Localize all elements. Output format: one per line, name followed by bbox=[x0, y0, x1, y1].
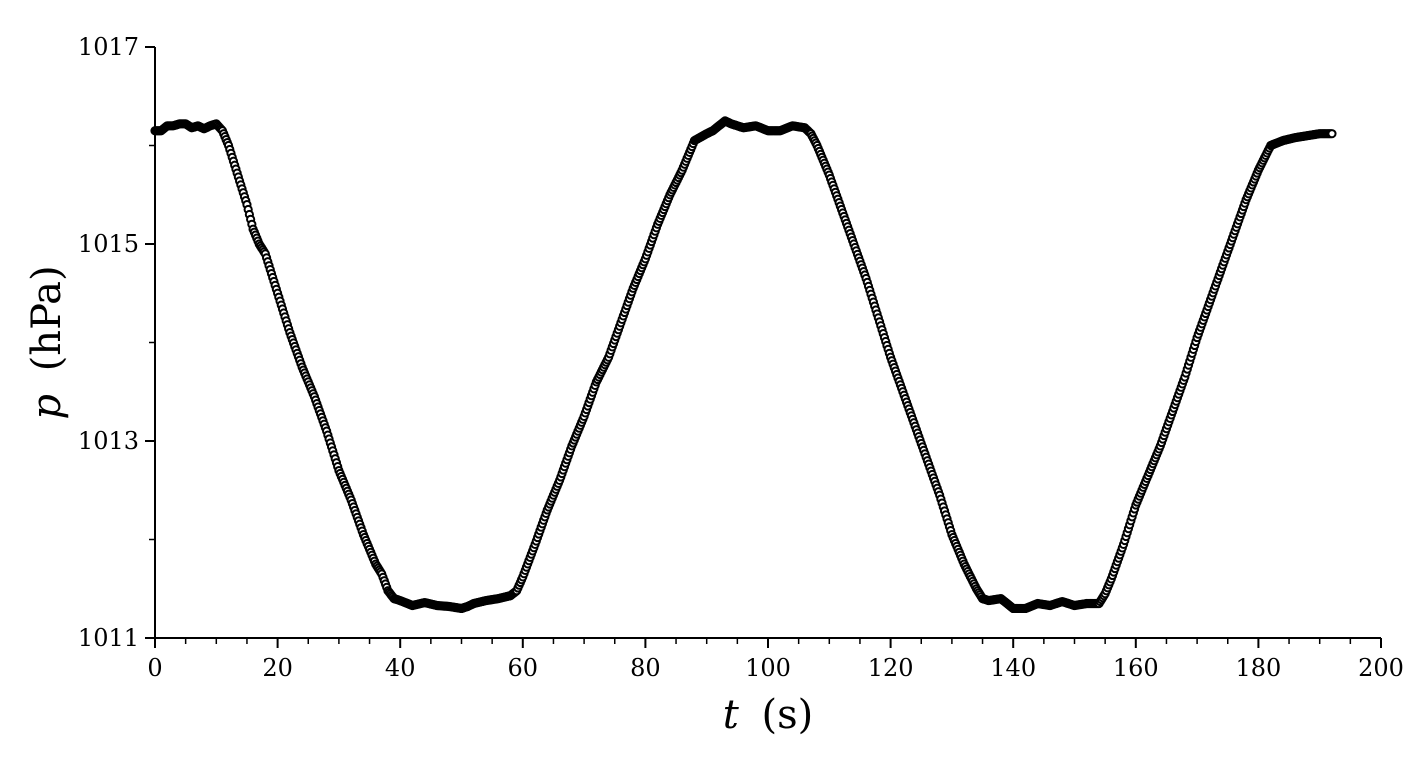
x-tick-label: 100 bbox=[745, 654, 791, 682]
x-tick-label: 40 bbox=[385, 654, 416, 682]
minor-ticks bbox=[149, 144, 1352, 644]
data-point bbox=[1327, 129, 1337, 139]
x-tick-label: 20 bbox=[262, 654, 293, 682]
x-tick-label: 120 bbox=[868, 654, 914, 682]
major-ticks bbox=[145, 46, 1382, 648]
y-tick-label: 1013 bbox=[78, 427, 139, 455]
x-tick-label: 0 bbox=[147, 654, 162, 682]
y-axis-title: p (hPa) bbox=[24, 265, 70, 419]
x-tick-label: 160 bbox=[1113, 654, 1159, 682]
data-points bbox=[150, 116, 1337, 614]
x-tick-label: 60 bbox=[508, 654, 539, 682]
y-tick-label: 1017 bbox=[78, 33, 139, 61]
x-tick-label: 180 bbox=[1235, 654, 1281, 682]
x-axis-unit: (s) bbox=[762, 692, 814, 738]
y-tick-label: 1011 bbox=[78, 624, 139, 652]
x-tick-label: 140 bbox=[990, 654, 1036, 682]
x-tick-label: 200 bbox=[1358, 654, 1404, 682]
x-axis-title: t (s) bbox=[723, 692, 814, 738]
y-axis-unit: (hPa) bbox=[24, 265, 70, 371]
x-axis-variable: t bbox=[723, 692, 740, 738]
x-tick-label: 80 bbox=[630, 654, 661, 682]
y-tick-label: 1015 bbox=[78, 230, 139, 258]
tick-labels: 0 20 40 60 80 100 120 140 160 180 200 1011 1013 1015 1… bbox=[78, 33, 1404, 682]
y-axis-variable: p bbox=[24, 394, 70, 420]
